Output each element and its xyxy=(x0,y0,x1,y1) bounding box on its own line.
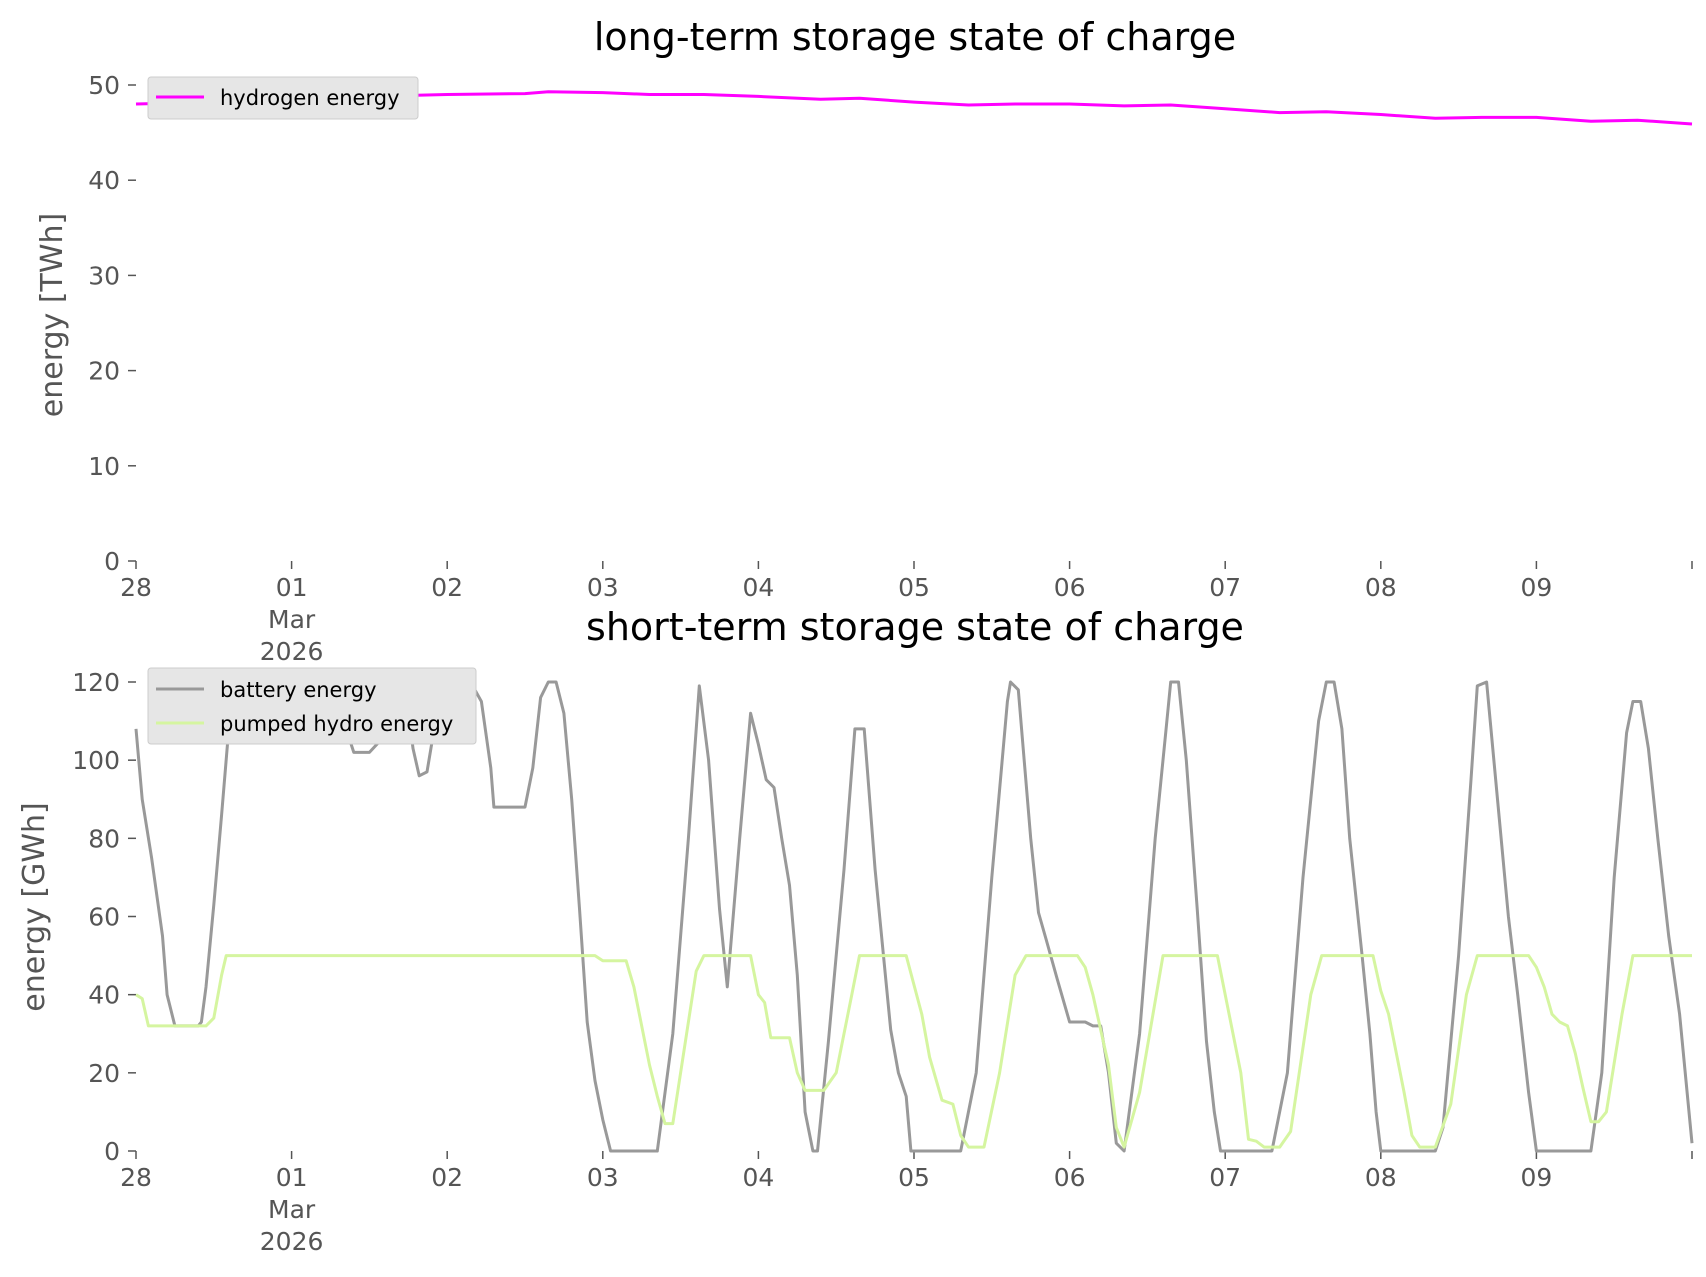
y-tick-label: 10 xyxy=(88,452,120,481)
y-tick-label: 120 xyxy=(72,668,120,697)
x-tick-label: 01 xyxy=(276,573,308,602)
x-tick-label: 09 xyxy=(1520,1163,1552,1192)
legend: hydrogen energy xyxy=(147,76,419,120)
y-tick-label: 100 xyxy=(72,746,120,775)
x-tick-label: 06 xyxy=(1054,573,1086,602)
x-tick-label: 02 xyxy=(431,573,463,602)
legend-box xyxy=(147,76,419,120)
x-tick-label: 02 xyxy=(431,1163,463,1192)
x-tick-label: Mar xyxy=(268,1195,316,1224)
x-tick-label: 09 xyxy=(1520,573,1552,602)
short-term-panel: short-term storage state of charge energ… xyxy=(17,605,1694,1256)
y-axis-label: energy [TWh] xyxy=(35,213,70,417)
legend: battery energy pumped hydro energy xyxy=(147,667,477,745)
chart-title: short-term storage state of charge xyxy=(586,605,1244,649)
chart-title: long-term storage state of charge xyxy=(594,15,1236,59)
x-tick-label: 08 xyxy=(1365,573,1397,602)
y-tick-label: 60 xyxy=(88,903,120,932)
series-line-pumped-hydro-energy xyxy=(135,954,1692,1149)
x-tick-label: 07 xyxy=(1209,1163,1241,1192)
y-tick-label: 20 xyxy=(88,1059,120,1088)
x-tick-label: 03 xyxy=(587,1163,619,1192)
long-term-panel: long-term storage state of charge energy… xyxy=(35,15,1693,666)
x-tick-label: 04 xyxy=(742,573,774,602)
y-ticks: 0 10 20 30 40 50 xyxy=(88,71,136,576)
series-lines xyxy=(135,90,1693,126)
y-tick-label: 40 xyxy=(88,166,120,195)
x-tick-label: 05 xyxy=(898,573,930,602)
x-tick-label: 03 xyxy=(587,573,619,602)
y-tick-label: 0 xyxy=(104,1137,120,1166)
legend-label: hydrogen energy xyxy=(220,86,400,110)
x-tick-label: 2026 xyxy=(260,1227,324,1256)
x-tick-label: 06 xyxy=(1054,1163,1086,1192)
x-tick-label: 01 xyxy=(276,1163,308,1192)
y-ticks: 0 20 40 60 80 100 120 xyxy=(72,668,136,1166)
y-tick-label: 0 xyxy=(104,547,120,576)
y-tick-label: 80 xyxy=(88,824,120,853)
x-tick-label: 04 xyxy=(742,1163,774,1192)
y-tick-label: 20 xyxy=(88,357,120,386)
x-tick-label: 05 xyxy=(898,1163,930,1192)
x-ticks: 28 01 Mar 2026 02 03 04 05 06 07 08 09 xyxy=(120,561,1693,666)
x-ticks: 28 01 Mar 2026 02 03 04 05 06 07 08 09 xyxy=(120,1151,1693,1256)
x-tick-label: 08 xyxy=(1365,1163,1397,1192)
y-tick-label: 40 xyxy=(88,981,120,1010)
legend-label: battery energy xyxy=(220,678,377,702)
y-tick-label: 50 xyxy=(88,71,120,100)
y-tick-label: 30 xyxy=(88,261,120,290)
x-tick-label: 2026 xyxy=(260,637,324,666)
series-line-hydrogen-energy xyxy=(135,90,1693,126)
legend-label: pumped hydro energy xyxy=(220,712,453,736)
y-axis-label: energy [GWh] xyxy=(17,802,52,1011)
legend-box xyxy=(147,667,477,745)
x-tick-label: 28 xyxy=(120,1163,152,1192)
x-tick-label: 07 xyxy=(1209,573,1241,602)
x-tick-label: Mar xyxy=(268,605,316,634)
x-tick-label: 28 xyxy=(120,573,152,602)
